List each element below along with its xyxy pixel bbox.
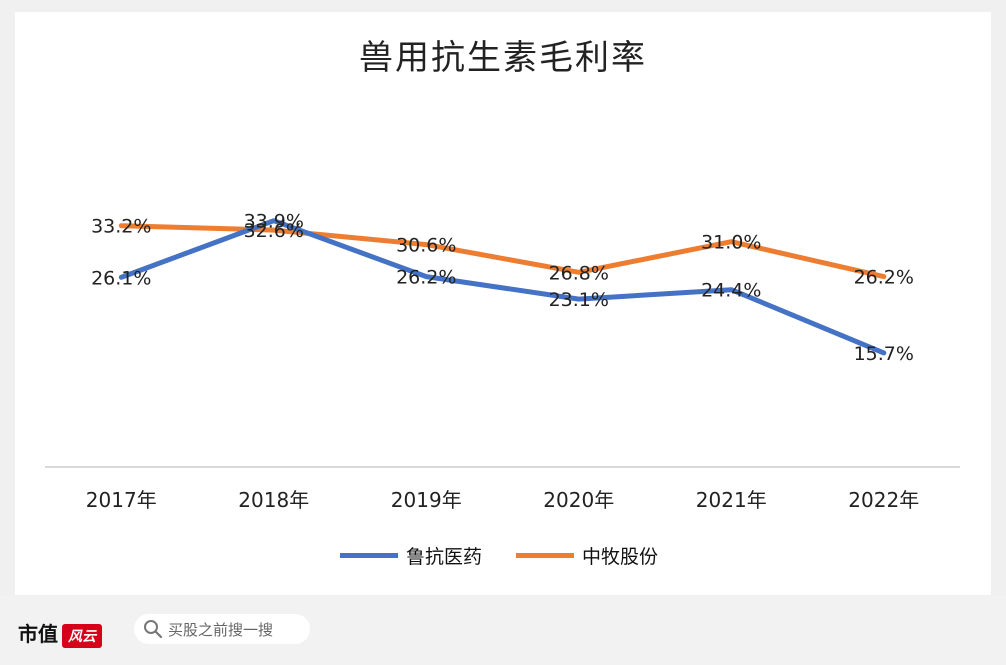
data-label: 23.1% <box>549 289 609 311</box>
legend-label: 鲁抗医药 <box>406 546 483 568</box>
data-label: 31.0% <box>701 232 761 254</box>
x-tick-label: 2018年 <box>238 488 309 512</box>
legend-label: 中牧股份 <box>582 546 659 568</box>
x-tick-label: 2020年 <box>543 488 614 512</box>
legend-item: 鲁抗医药 <box>340 542 482 569</box>
search-box[interactable]: 买股之前搜一搜 <box>134 614 310 644</box>
brand-logo-mark: 风云 <box>62 623 102 648</box>
legend-swatch <box>516 553 575 558</box>
data-label: 30.6% <box>396 235 456 257</box>
data-label: 26.2% <box>396 267 456 289</box>
legend-item: 中牧股份 <box>516 542 658 569</box>
legend-swatch <box>340 553 398 558</box>
search-placeholder: 买股之前搜一搜 <box>168 620 274 639</box>
x-tick-label: 2017年 <box>86 488 157 512</box>
series-line-0 <box>118 218 887 356</box>
line-chart: 2017年 2018年 2019年 2020年 2021年 2022年 26.1% 33.9… <box>45 211 960 512</box>
data-label: 32.6% <box>244 220 304 242</box>
chart-card <box>15 12 991 595</box>
brand-logo: 市值 风云 <box>18 618 102 648</box>
data-label: 26.2% <box>854 267 914 289</box>
data-label: 26.8% <box>549 262 609 284</box>
chart-legend: 鲁抗医药 中牧股份 <box>340 542 658 569</box>
brand-text: 市值 <box>18 622 58 646</box>
x-tick-label: 2022年 <box>848 488 919 512</box>
x-tick-label: 2019年 <box>391 488 462 512</box>
data-label: 15.7% <box>854 343 914 365</box>
search-icon <box>144 620 163 639</box>
x-tick-label: 2021年 <box>696 488 767 512</box>
data-label: 24.4% <box>701 280 761 302</box>
data-label: 26.1% <box>91 267 151 289</box>
data-label: 33.9% <box>244 211 304 233</box>
chart-title: 兽用抗生素毛利率 <box>359 38 647 78</box>
data-label: 33.2% <box>91 216 151 238</box>
